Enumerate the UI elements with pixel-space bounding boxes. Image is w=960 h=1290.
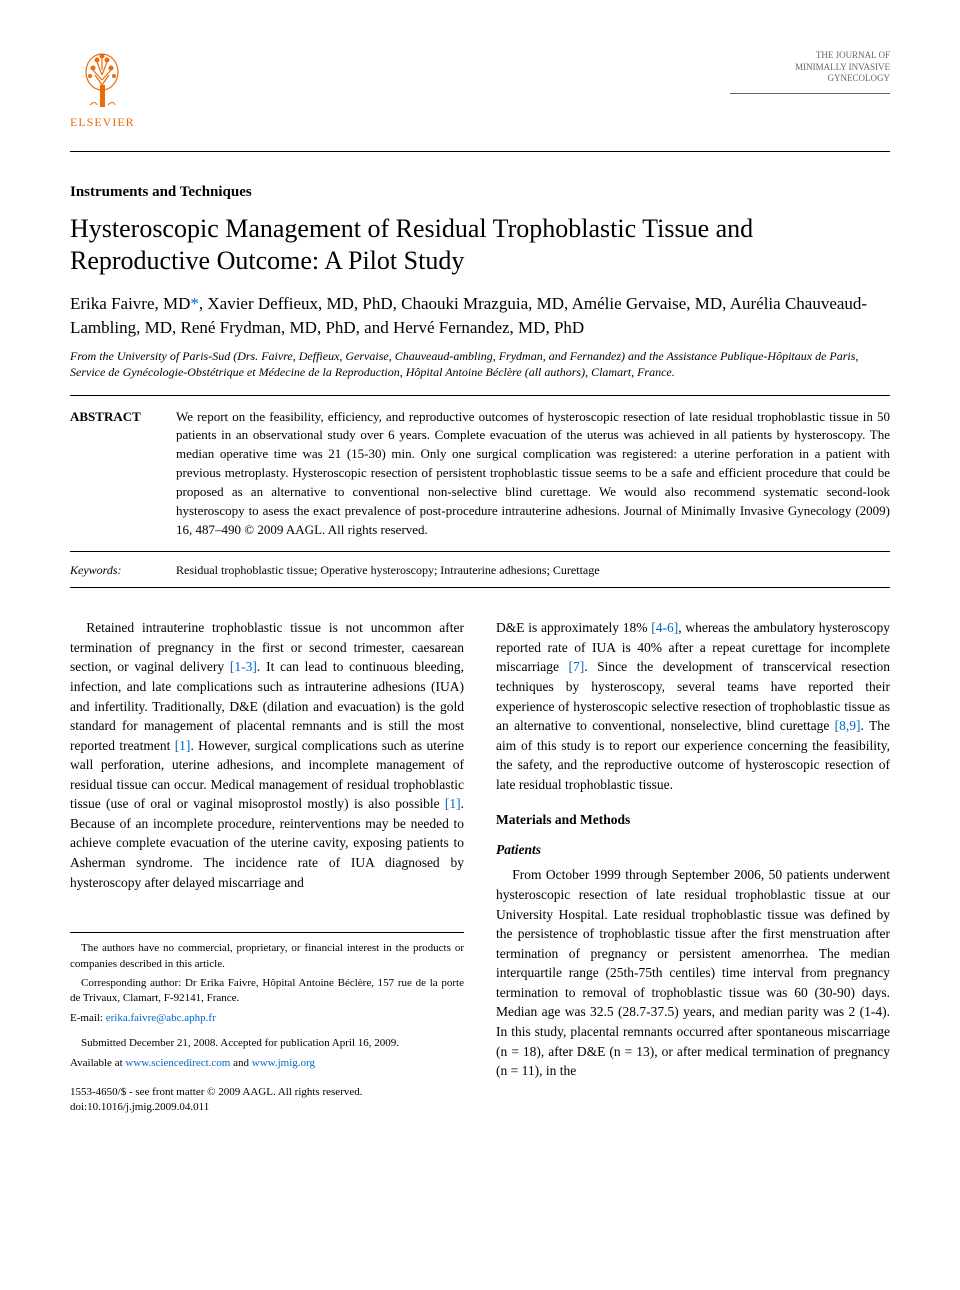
journal-name-line2: MINIMALLY INVASIVE (730, 62, 890, 74)
author-primary: Erika Faivre, MD (70, 294, 190, 313)
available-at-line: Available at www.sciencedirect.com and w… (70, 1056, 464, 1071)
intro-continued: D&E is approximately 18% [4-6], whereas … (496, 618, 890, 794)
affiliation: From the University of Paris-Sud (Drs. F… (70, 349, 890, 380)
corresponding-author-note: Corresponding author: Dr Erika Faivre, H… (70, 976, 464, 1007)
email-line: E-mail: erika.faivre@abc.aphp.fr (70, 1011, 464, 1026)
corresponding-author-star[interactable]: * (190, 294, 199, 313)
citation-link[interactable]: [7] (569, 659, 585, 674)
patients-paragraph: From October 1999 through September 2006… (496, 865, 890, 1080)
page-header: ELSEVIER THE JOURNAL OF MINIMALLY INVASI… (70, 50, 890, 152)
publisher-logo: ELSEVIER (70, 50, 135, 131)
author-list: Erika Faivre, MD*, Xavier Deffieux, MD, … (70, 292, 890, 340)
citation-link[interactable]: [1] (175, 738, 191, 753)
copyright-line: 1553-4650/$ - see front matter © 2009 AA… (70, 1085, 464, 1100)
keywords-label: Keywords: (70, 562, 160, 579)
column-left: Retained intrauterine trophoblastic tiss… (70, 618, 464, 1115)
submitted-note: Submitted December 21, 2008. Accepted fo… (70, 1036, 464, 1051)
abstract-label: ABSTRACT (70, 408, 160, 540)
citation-link[interactable]: [8,9] (835, 718, 861, 733)
jmig-link[interactable]: www.jmig.org (252, 1057, 315, 1069)
sciencedirect-link[interactable]: www.sciencedirect.com (125, 1057, 230, 1069)
citation-link[interactable]: [1-3] (230, 659, 257, 674)
journal-title-box: THE JOURNAL OF MINIMALLY INVASIVE GYNECO… (730, 50, 890, 94)
email-link[interactable]: erika.faivre@abc.aphp.fr (106, 1012, 216, 1024)
abstract-block: ABSTRACT We report on the feasibility, e… (70, 395, 890, 553)
publisher-name: ELSEVIER (70, 114, 135, 131)
section-label: Instruments and Techniques (70, 182, 890, 203)
footnotes: The authors have no commercial, propriet… (70, 932, 464, 1116)
column-right: D&E is approximately 18% [4-6], whereas … (496, 618, 890, 1115)
abstract-text: We report on the feasibility, efficiency… (176, 408, 890, 540)
patients-subheading: Patients (496, 840, 890, 860)
doi-line: doi:10.1016/j.jmig.2009.04.011 (70, 1100, 464, 1115)
citation-link[interactable]: [4-6] (651, 620, 678, 635)
disclosure-note: The authors have no commercial, propriet… (70, 941, 464, 972)
body-columns: Retained intrauterine trophoblastic tiss… (70, 618, 890, 1115)
article-title: Hysteroscopic Management of Residual Tro… (70, 213, 890, 278)
elsevier-tree-icon (75, 50, 130, 110)
journal-name-line3: GYNECOLOGY (730, 73, 890, 85)
methods-heading: Materials and Methods (496, 810, 890, 830)
citation-link[interactable]: [1] (445, 796, 461, 811)
intro-paragraph: Retained intrauterine trophoblastic tiss… (70, 618, 464, 892)
journal-name-line1: THE JOURNAL OF (730, 50, 890, 62)
keywords-row: Keywords: Residual trophoblastic tissue;… (70, 556, 890, 588)
keywords-text: Residual trophoblastic tissue; Operative… (176, 562, 600, 579)
